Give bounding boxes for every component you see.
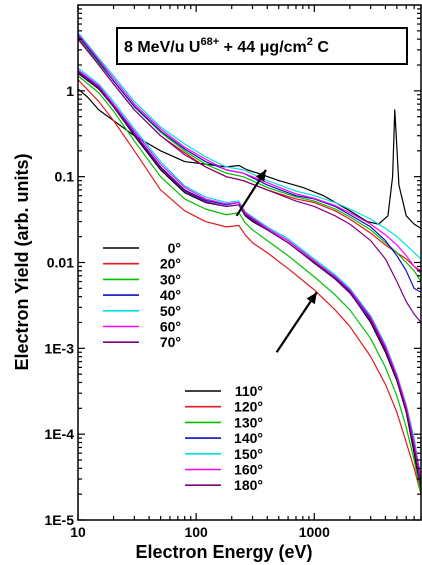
legend-label-140deg: 140° <box>234 430 263 446</box>
arrow-shaft <box>275 291 318 353</box>
series-line-20deg <box>78 36 421 272</box>
series-line-60deg <box>78 33 421 274</box>
series-line-50deg <box>78 31 421 260</box>
annotation-layer <box>235 169 318 353</box>
series-line-180deg <box>78 71 421 486</box>
axes-layer: 10 100 1000 1E-5 1E-4 1E-3 0.01 0.1 1 <box>44 4 422 540</box>
series-line-130deg <box>78 75 421 495</box>
x-tick-label: 1000 <box>299 524 330 540</box>
legend-layer: 0°20°30°40°50°60°70° 110°120°130°140°150°… <box>103 240 263 493</box>
legend-label-20deg: 20° <box>160 256 181 272</box>
legend-label-70deg: 70° <box>160 334 181 350</box>
series-line-160deg <box>78 69 421 480</box>
series-line-0deg <box>78 88 421 229</box>
legend-label-180deg: 180° <box>234 477 263 493</box>
y-tick-label: 1 <box>66 83 74 99</box>
legend-label-110deg: 110° <box>235 383 263 399</box>
x-tick-label: 10 <box>70 524 86 540</box>
series-line-30deg <box>78 36 421 282</box>
legend-label-160deg: 160° <box>234 462 263 478</box>
legend-label-120deg: 120° <box>234 399 263 415</box>
y-tick-label: 0.01 <box>47 255 74 271</box>
legend-label-130deg: 130° <box>234 414 263 430</box>
legend-label-60deg: 60° <box>160 319 181 335</box>
y-tick-label: 1E-5 <box>44 512 74 528</box>
series-line-70deg <box>78 38 421 323</box>
chart-title: 8 MeV/u U68+ + 44 μg/cm2 C <box>124 36 329 56</box>
chart-title-box: 8 MeV/u U68+ + 44 μg/cm2 C <box>116 27 408 65</box>
x-tick-label: 100 <box>184 524 208 540</box>
x-axis-label: Electron Energy (eV) <box>135 542 312 562</box>
series-layer <box>78 31 421 495</box>
legend-label-50deg: 50° <box>160 303 181 319</box>
legend-label-30deg: 30° <box>160 271 181 287</box>
y-tick-label: 1E-4 <box>44 426 74 442</box>
y-axis-label: Electron Yield (arb. units) <box>12 153 32 370</box>
legend-label-150deg: 150° <box>234 446 263 462</box>
legend-label-40deg: 40° <box>160 287 181 303</box>
legend-label-0deg: 0° <box>168 240 181 256</box>
arrow-head <box>306 292 317 305</box>
series-line-40deg <box>78 35 421 293</box>
y-tick-label: 1E-3 <box>44 340 74 356</box>
series-line-120deg <box>78 79 421 495</box>
arrow-head <box>255 169 266 182</box>
y-tick-label: 0.1 <box>55 169 75 185</box>
